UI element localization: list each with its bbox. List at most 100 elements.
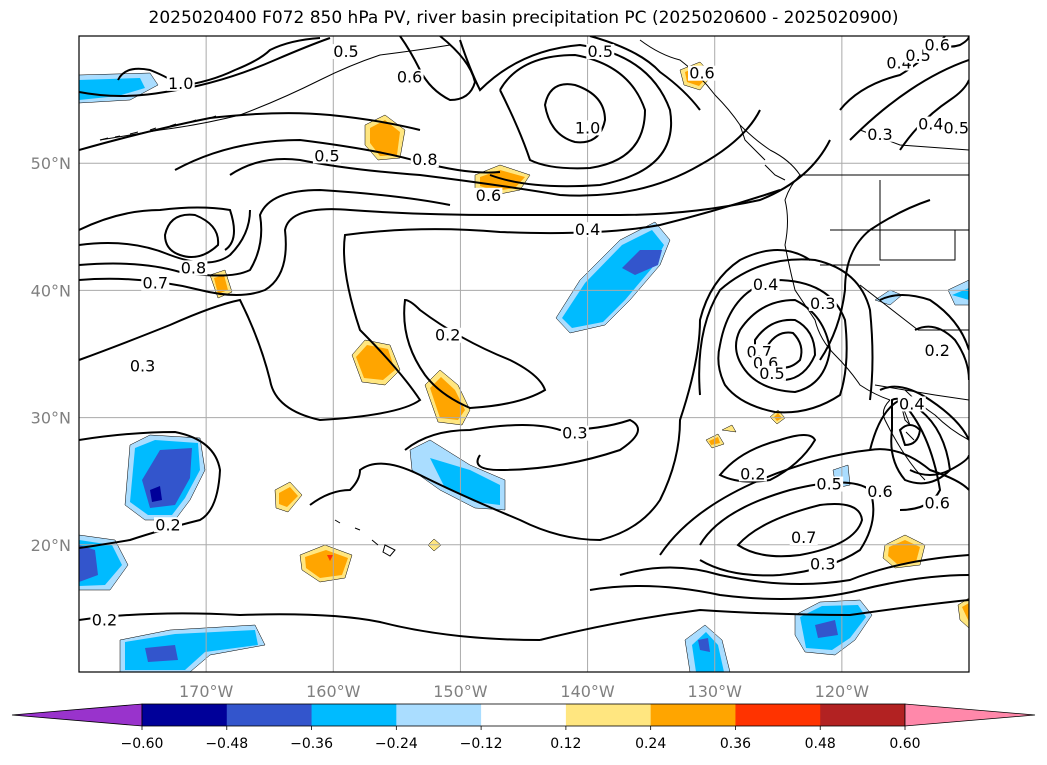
shade-patch bbox=[430, 377, 465, 420]
coastlines bbox=[99, 39, 969, 557]
contour-label: 0.6 bbox=[867, 482, 892, 501]
contour-label: 0.5 bbox=[314, 146, 339, 165]
colorbar-segment bbox=[565, 704, 652, 726]
shade-patch bbox=[430, 458, 500, 505]
contour-line bbox=[79, 139, 831, 296]
contour-label: 0.4 bbox=[899, 394, 924, 413]
contour-line bbox=[879, 385, 969, 441]
shade-patch bbox=[356, 345, 395, 380]
shade-patch bbox=[305, 550, 348, 578]
shade-patch bbox=[962, 603, 969, 622]
contour-line bbox=[879, 294, 969, 351]
bc-islands bbox=[739, 124, 786, 181]
contour-label-bg bbox=[897, 396, 926, 412]
contour-line bbox=[898, 424, 922, 447]
contour-line bbox=[589, 574, 969, 600]
contour-labels: 1.0 0.5 0.6 0.5 0.6 1.0 0.5 0.8 0.6 0.4 0.8 0.7 0.3 0… bbox=[90, 36, 969, 630]
contour-label-bg bbox=[410, 152, 439, 168]
colorbar-tick-label: 0.24 bbox=[635, 736, 666, 752]
contour-label-bg bbox=[942, 120, 969, 136]
latitude-labels: 20°N 30°N 40°N 50°N bbox=[31, 154, 71, 555]
contour-line bbox=[849, 59, 969, 141]
contour-label: 0.3 bbox=[562, 424, 587, 443]
contour-label: 0.2 bbox=[155, 515, 180, 534]
contour-label: 1.0 bbox=[575, 118, 600, 137]
colorbar-tick-label: −0.24 bbox=[375, 736, 418, 752]
contour-label: 0.6 bbox=[397, 68, 422, 87]
contour-line bbox=[699, 481, 875, 577]
contour-label: 0.8 bbox=[181, 258, 206, 277]
contour-label-bg bbox=[166, 75, 195, 91]
lon-tick-label: 160°W bbox=[306, 682, 361, 701]
contour-label: 1.0 bbox=[168, 74, 193, 93]
shade-patch bbox=[698, 638, 710, 652]
contour-label-bg bbox=[586, 44, 615, 60]
contour-label-bg bbox=[808, 556, 837, 572]
contour-label-bg bbox=[923, 495, 952, 511]
border-mex-us bbox=[874, 384, 969, 401]
contour-label-bg bbox=[90, 612, 119, 628]
precipitation-shading bbox=[79, 61, 969, 672]
contour-label-bg bbox=[573, 222, 602, 238]
contour-line bbox=[79, 188, 451, 277]
colorbar-segment bbox=[650, 704, 736, 726]
contour-line bbox=[459, 39, 673, 188]
contour-line bbox=[79, 430, 222, 549]
gridlines bbox=[79, 36, 969, 672]
contour-label-bg bbox=[738, 466, 767, 482]
contour-label-bg bbox=[789, 529, 818, 545]
shade-patch bbox=[952, 288, 969, 300]
contour-line bbox=[229, 109, 761, 197]
lat-tick-label: 40°N bbox=[31, 281, 71, 300]
contour-line bbox=[403, 298, 547, 410]
border-state bbox=[879, 180, 956, 261]
contour-label-bg bbox=[179, 260, 208, 276]
colorbar-tick-label: −0.36 bbox=[290, 736, 333, 752]
contour-label-bg bbox=[751, 276, 780, 292]
colorbar bbox=[11, 703, 1036, 727]
contour-line bbox=[736, 503, 864, 558]
contour-label-bg bbox=[866, 484, 894, 500]
colorbar-segment bbox=[311, 704, 397, 726]
shade-patch bbox=[622, 250, 662, 275]
contour-line bbox=[718, 434, 817, 483]
contour-label-bg bbox=[474, 187, 503, 203]
shade-patch bbox=[150, 486, 162, 502]
colorbar-tick-label: 0.36 bbox=[720, 736, 751, 752]
colorbar-segment bbox=[735, 704, 821, 726]
contour-line bbox=[79, 206, 235, 251]
shade-patch bbox=[145, 645, 178, 662]
hawaii-islands bbox=[334, 519, 396, 557]
colorbar-segment bbox=[820, 704, 906, 726]
colorbar-extend-high bbox=[904, 703, 1036, 727]
colorbar-segment bbox=[226, 704, 313, 726]
contour-label-bg bbox=[433, 327, 462, 343]
shade-patch bbox=[815, 620, 838, 638]
lon-tick-label: 120°W bbox=[815, 682, 870, 701]
contour-line bbox=[117, 37, 321, 88]
lon-tick-label: 140°W bbox=[560, 682, 615, 701]
shade-patch bbox=[888, 540, 920, 564]
lat-tick-label: 20°N bbox=[31, 536, 71, 555]
shade-patch bbox=[214, 275, 228, 294]
contour-line bbox=[543, 83, 607, 144]
contour-label: 0.2 bbox=[435, 326, 460, 345]
lon-tick-label: 150°W bbox=[433, 682, 488, 701]
contour-line bbox=[589, 36, 701, 111]
contour-label: 0.5 bbox=[816, 475, 841, 494]
contour-line bbox=[698, 258, 874, 401]
shade-patch bbox=[721, 424, 737, 433]
colorbar-tick-label: −0.48 bbox=[205, 736, 248, 752]
contour-line bbox=[174, 138, 501, 174]
contour-line bbox=[909, 454, 969, 476]
contour-label: 0.3 bbox=[130, 356, 155, 375]
colorbar-segment bbox=[396, 704, 482, 726]
shade-patch bbox=[279, 487, 298, 507]
contour-label-bg bbox=[815, 476, 844, 492]
contour-line bbox=[404, 418, 639, 472]
contour-line bbox=[539, 599, 969, 641]
contour-label: 0.5 bbox=[944, 118, 969, 137]
lat-tick-label: 30°N bbox=[31, 409, 71, 428]
shade-patch bbox=[79, 545, 98, 582]
